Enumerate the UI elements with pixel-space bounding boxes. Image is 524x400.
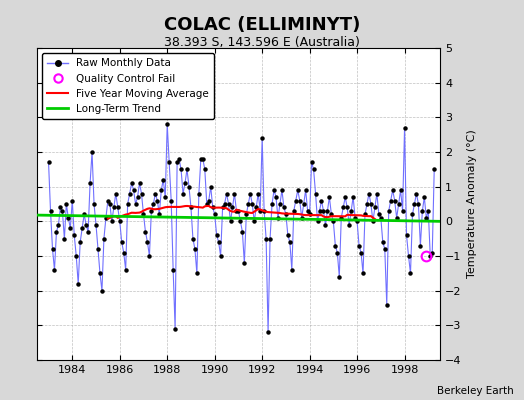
Text: 38.393 S, 143.596 E (Australia): 38.393 S, 143.596 E (Australia)	[164, 36, 360, 49]
Y-axis label: Temperature Anomaly (°C): Temperature Anomaly (°C)	[467, 130, 477, 278]
Text: Berkeley Earth: Berkeley Earth	[437, 386, 514, 396]
Legend: Raw Monthly Data, Quality Control Fail, Five Year Moving Average, Long-Term Tren: Raw Monthly Data, Quality Control Fail, …	[42, 53, 214, 119]
Text: COLAC (ELLIMINYT): COLAC (ELLIMINYT)	[164, 16, 360, 34]
